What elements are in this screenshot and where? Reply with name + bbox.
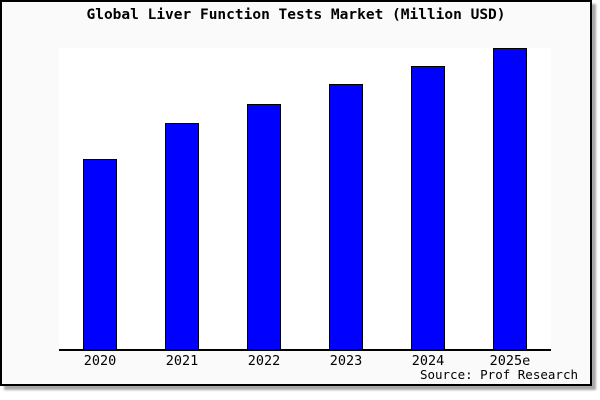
plot-area [59, 48, 551, 351]
bar-2024 [411, 66, 445, 349]
bar-slot [387, 48, 469, 349]
bar-slot [59, 48, 141, 349]
x-tick-2025e: 2025e [489, 353, 531, 369]
bar-slot [141, 48, 223, 349]
bars [59, 48, 551, 349]
chart-frame: Global Liver Function Tests Market (Mill… [0, 0, 592, 386]
x-tick-2020: 2020 [83, 353, 117, 369]
source-credit: Source: Prof Research [419, 367, 578, 382]
bar-slot [469, 48, 551, 349]
x-tick-2021: 2021 [165, 353, 199, 369]
x-tick-2022: 2022 [247, 353, 281, 369]
bar-2022 [247, 103, 281, 349]
bar-2020 [83, 159, 117, 349]
bar-slot [223, 48, 305, 349]
bar-2023 [329, 84, 363, 349]
bar-slot [305, 48, 387, 349]
x-tick-2023: 2023 [329, 353, 363, 369]
bar-2021 [165, 123, 199, 349]
x-tick-2024: 2024 [411, 353, 445, 369]
bar-2025e [493, 48, 527, 349]
x-tick-labels: 2020 2021 2022 2023 2024 2025e [59, 353, 551, 369]
chart-title: Global Liver Function Tests Market (Mill… [86, 7, 506, 23]
